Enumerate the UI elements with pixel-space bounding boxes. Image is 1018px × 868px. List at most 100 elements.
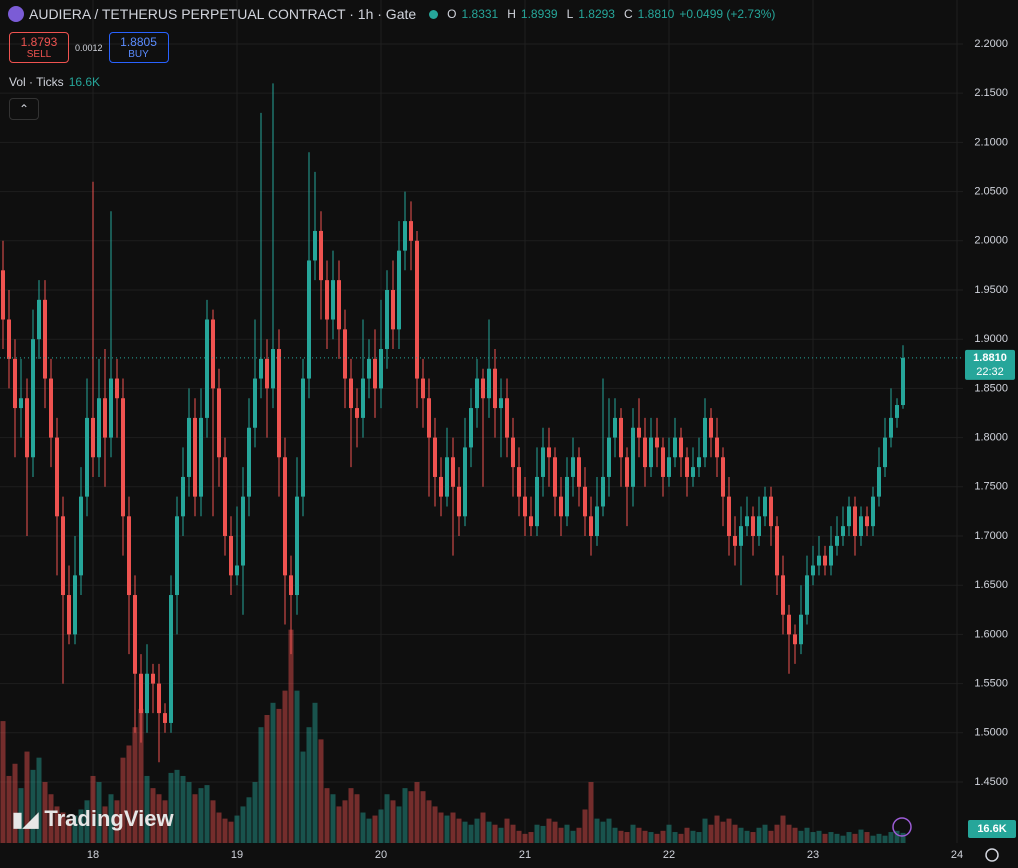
volume-bar (420, 791, 426, 843)
candle-body (811, 565, 815, 576)
volume-bar (54, 806, 60, 843)
volume-bar (660, 830, 666, 843)
candle-body (85, 417, 89, 497)
volume-bar (510, 824, 516, 843)
candle-body (397, 250, 401, 330)
ohlc-value: 1.8331 (461, 7, 499, 21)
candle-body (127, 516, 131, 596)
candle-body (853, 506, 857, 536)
candle-body (817, 555, 821, 566)
volume-bar (600, 821, 606, 843)
candle-body (1, 270, 5, 320)
volume-bar (438, 812, 444, 843)
sell-button[interactable]: 1.8793 SELL (9, 32, 69, 63)
volume-bar (198, 788, 204, 843)
volume-bar (390, 800, 396, 843)
candle-body (7, 319, 11, 359)
volume-bar (450, 812, 456, 843)
volume-bar (252, 782, 258, 843)
candle-body (457, 486, 461, 517)
volume-bar (312, 702, 318, 843)
volume-bar (414, 782, 420, 843)
candle-body (199, 417, 203, 497)
volume-bar (378, 809, 384, 843)
candle-body (805, 575, 809, 615)
y-tick-label: 1.6500 (974, 579, 1008, 591)
candle-body (337, 280, 341, 330)
volume-bar (654, 833, 660, 843)
y-tick-label: 2.1500 (974, 87, 1008, 99)
candle-body (283, 457, 287, 576)
candle-body (745, 516, 749, 527)
collapse-button[interactable]: ⌃ (9, 98, 39, 120)
volume-bar (606, 818, 612, 843)
volume-bar (120, 757, 126, 843)
symbol[interactable]: AUDIERA / TETHERUS PERPETUAL CONTRACT · … (29, 6, 417, 22)
volume-bar (288, 629, 294, 843)
trade-panel: 1.8793 SELL 0.0012 1.8805 BUY (9, 32, 169, 63)
candle-body (577, 457, 581, 487)
volume-bar (318, 739, 324, 843)
volume-bar (300, 751, 306, 843)
candle-body (229, 535, 233, 576)
volume-bar (750, 832, 756, 843)
candle-body (139, 673, 143, 714)
volume-bar (18, 788, 24, 843)
ohlc-key: O (447, 7, 457, 21)
brand-name: TradingView (44, 806, 174, 831)
candle-body (757, 516, 761, 536)
candle-body (739, 526, 743, 546)
volume-bar (834, 833, 840, 843)
candle-body (433, 437, 437, 477)
volume-value-box (968, 820, 1016, 838)
volume-bar (714, 815, 720, 843)
volume-bar (366, 818, 372, 843)
buy-label: BUY (128, 49, 149, 60)
candle-body (715, 437, 719, 458)
candle-body (547, 447, 551, 458)
candle-body (679, 437, 683, 458)
candle-body (847, 506, 851, 527)
volume-bar (474, 818, 480, 843)
candle-body (241, 496, 245, 566)
candle-body (787, 614, 791, 635)
candle-body (349, 378, 353, 409)
candle-body (451, 457, 455, 487)
ohlc-value: 1.8810 (637, 7, 675, 21)
volume-bar (330, 794, 336, 843)
candle-body (541, 447, 545, 477)
candle-body (511, 437, 515, 468)
candle-body (877, 467, 881, 497)
candle-body (859, 516, 863, 536)
x-tick-label: 18 (87, 849, 99, 861)
candle-body (619, 417, 623, 458)
volume-bar (456, 818, 462, 843)
candle-body (733, 535, 737, 546)
volume-bar (258, 727, 264, 843)
candle-body (775, 526, 779, 576)
candle-body (157, 683, 161, 714)
volume-bar (90, 775, 96, 843)
candle-body (235, 565, 239, 576)
volume-bar (78, 809, 84, 843)
candle-body (61, 516, 65, 596)
candle-body (751, 516, 755, 536)
candle-body (673, 437, 677, 458)
volume-bar (528, 832, 534, 843)
candle-body (865, 516, 869, 527)
volume-bar (840, 835, 846, 843)
volume-bar (270, 702, 276, 843)
volume-bar (432, 806, 438, 843)
candle-body (217, 388, 221, 458)
y-tick-label: 1.8000 (974, 431, 1008, 443)
x-tick-label: 20 (375, 849, 387, 861)
candle-body (901, 357, 905, 406)
y-tick-label: 2.1000 (974, 136, 1008, 148)
buy-button[interactable]: 1.8805 BUY (108, 32, 169, 63)
candle-body (889, 417, 893, 438)
candle-body (415, 240, 419, 379)
volume-bar (168, 772, 174, 843)
candle-body (367, 358, 371, 379)
